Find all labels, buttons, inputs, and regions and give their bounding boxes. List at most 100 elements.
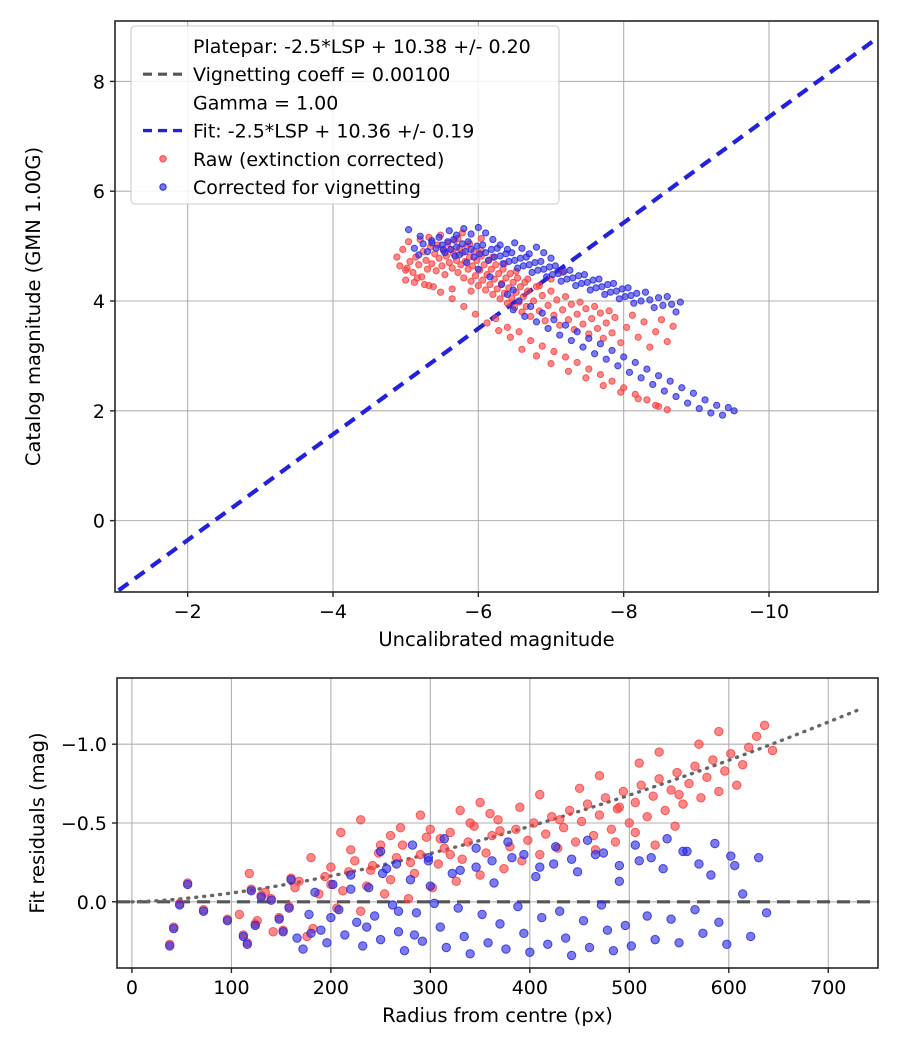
data-point bbox=[505, 257, 513, 266]
data-point bbox=[340, 930, 350, 940]
data-point bbox=[460, 274, 468, 282]
data-point bbox=[553, 296, 561, 304]
data-point bbox=[405, 875, 416, 885]
data-point bbox=[445, 258, 453, 267]
data-point bbox=[409, 930, 420, 940]
data-point bbox=[626, 941, 636, 951]
data-point bbox=[513, 901, 523, 912]
data-point bbox=[634, 333, 642, 341]
data-point bbox=[556, 321, 564, 329]
data-point bbox=[576, 816, 587, 827]
data-point bbox=[447, 245, 455, 253]
data-point bbox=[470, 253, 478, 261]
data-point bbox=[346, 845, 356, 855]
data-point bbox=[326, 912, 336, 923]
data-point bbox=[663, 338, 671, 346]
data-point bbox=[642, 812, 652, 822]
data-point bbox=[496, 252, 504, 260]
legend-label: Gamma = 1.00 bbox=[193, 92, 338, 114]
data-point bbox=[550, 841, 561, 852]
data-point bbox=[477, 909, 487, 920]
data-point bbox=[730, 860, 740, 871]
data-point bbox=[592, 284, 600, 292]
data-point bbox=[284, 903, 294, 913]
data-point bbox=[405, 857, 416, 868]
data-point bbox=[415, 261, 423, 269]
data-point bbox=[538, 309, 546, 317]
data-point bbox=[463, 258, 471, 267]
x-tick-label: 500 bbox=[611, 977, 647, 999]
data-point bbox=[547, 360, 555, 368]
data-point bbox=[377, 868, 388, 879]
data-point bbox=[509, 306, 517, 314]
data-point bbox=[540, 265, 548, 273]
data-point bbox=[445, 227, 453, 235]
data-point bbox=[547, 812, 557, 822]
data-point bbox=[576, 298, 584, 306]
data-point bbox=[352, 917, 362, 927]
legend: Platepar: -2.5*LSP + 10.38 +/- 0.20 Vigne… bbox=[130, 25, 560, 205]
data-point bbox=[606, 824, 617, 834]
data-point bbox=[662, 834, 672, 844]
legend-entry[interactable]: Fit: -2.5*LSP + 10.36 +/- 0.19 bbox=[143, 121, 474, 143]
data-point bbox=[169, 923, 179, 934]
data-point bbox=[532, 318, 541, 326]
data-point bbox=[417, 936, 428, 946]
data-point bbox=[425, 881, 436, 891]
data-point bbox=[643, 396, 651, 404]
data-point bbox=[316, 925, 326, 935]
data-point bbox=[436, 288, 445, 296]
legend-label: Platepar: -2.5*LSP + 10.38 +/- 0.20 bbox=[193, 36, 531, 58]
data-point bbox=[479, 276, 487, 284]
data-point bbox=[524, 275, 532, 283]
data-point bbox=[599, 334, 607, 342]
data-point bbox=[591, 302, 599, 311]
legend-entry[interactable]: Platepar: -2.5*LSP + 10.38 +/- 0.20 bbox=[193, 36, 531, 58]
x-axis-label: Radius from centre (px) bbox=[382, 1004, 613, 1027]
data-point bbox=[595, 275, 603, 283]
data-point bbox=[678, 799, 688, 809]
data-point bbox=[448, 264, 456, 272]
data-point bbox=[611, 313, 619, 322]
data-point bbox=[432, 244, 440, 252]
data-point bbox=[453, 903, 463, 913]
data-point bbox=[615, 295, 623, 303]
data-point bbox=[550, 316, 558, 324]
data-point bbox=[477, 234, 485, 243]
data-point bbox=[535, 862, 545, 872]
data-point bbox=[369, 911, 380, 921]
data-point bbox=[582, 799, 593, 809]
data-point bbox=[646, 343, 654, 351]
y-tick-label: −1.0 bbox=[61, 734, 107, 756]
legend-entry[interactable]: Vignetting coeff = 0.00100 bbox=[143, 64, 450, 86]
data-point bbox=[550, 347, 558, 356]
data-point bbox=[554, 906, 565, 916]
data-point bbox=[492, 314, 500, 323]
data-point bbox=[487, 856, 497, 866]
data-point bbox=[471, 310, 480, 318]
axes-spines bbox=[114, 20, 879, 593]
data-point bbox=[524, 287, 532, 295]
data-point bbox=[447, 868, 457, 879]
data-point bbox=[596, 340, 605, 348]
legend-entry[interactable]: Gamma = 1.00 bbox=[193, 92, 338, 114]
data-point bbox=[556, 331, 564, 339]
x-tick-label: 400 bbox=[512, 977, 548, 999]
data-point bbox=[496, 295, 504, 303]
data-point bbox=[503, 290, 511, 299]
legend-entry[interactable]: Corrected for vignetting bbox=[159, 177, 421, 199]
data-point bbox=[751, 731, 762, 742]
data-point bbox=[502, 274, 510, 282]
data-point bbox=[486, 280, 494, 289]
data-point bbox=[515, 297, 523, 305]
data-point bbox=[451, 876, 461, 887]
data-point bbox=[432, 267, 440, 275]
data-point bbox=[628, 311, 636, 319]
legend-entry[interactable]: Raw (extinction corrected) bbox=[159, 149, 445, 171]
data-point bbox=[304, 909, 314, 920]
data-point bbox=[609, 279, 618, 288]
data-point bbox=[561, 321, 570, 329]
data-point bbox=[395, 823, 406, 833]
data-point bbox=[541, 317, 549, 325]
data-point bbox=[411, 908, 422, 918]
